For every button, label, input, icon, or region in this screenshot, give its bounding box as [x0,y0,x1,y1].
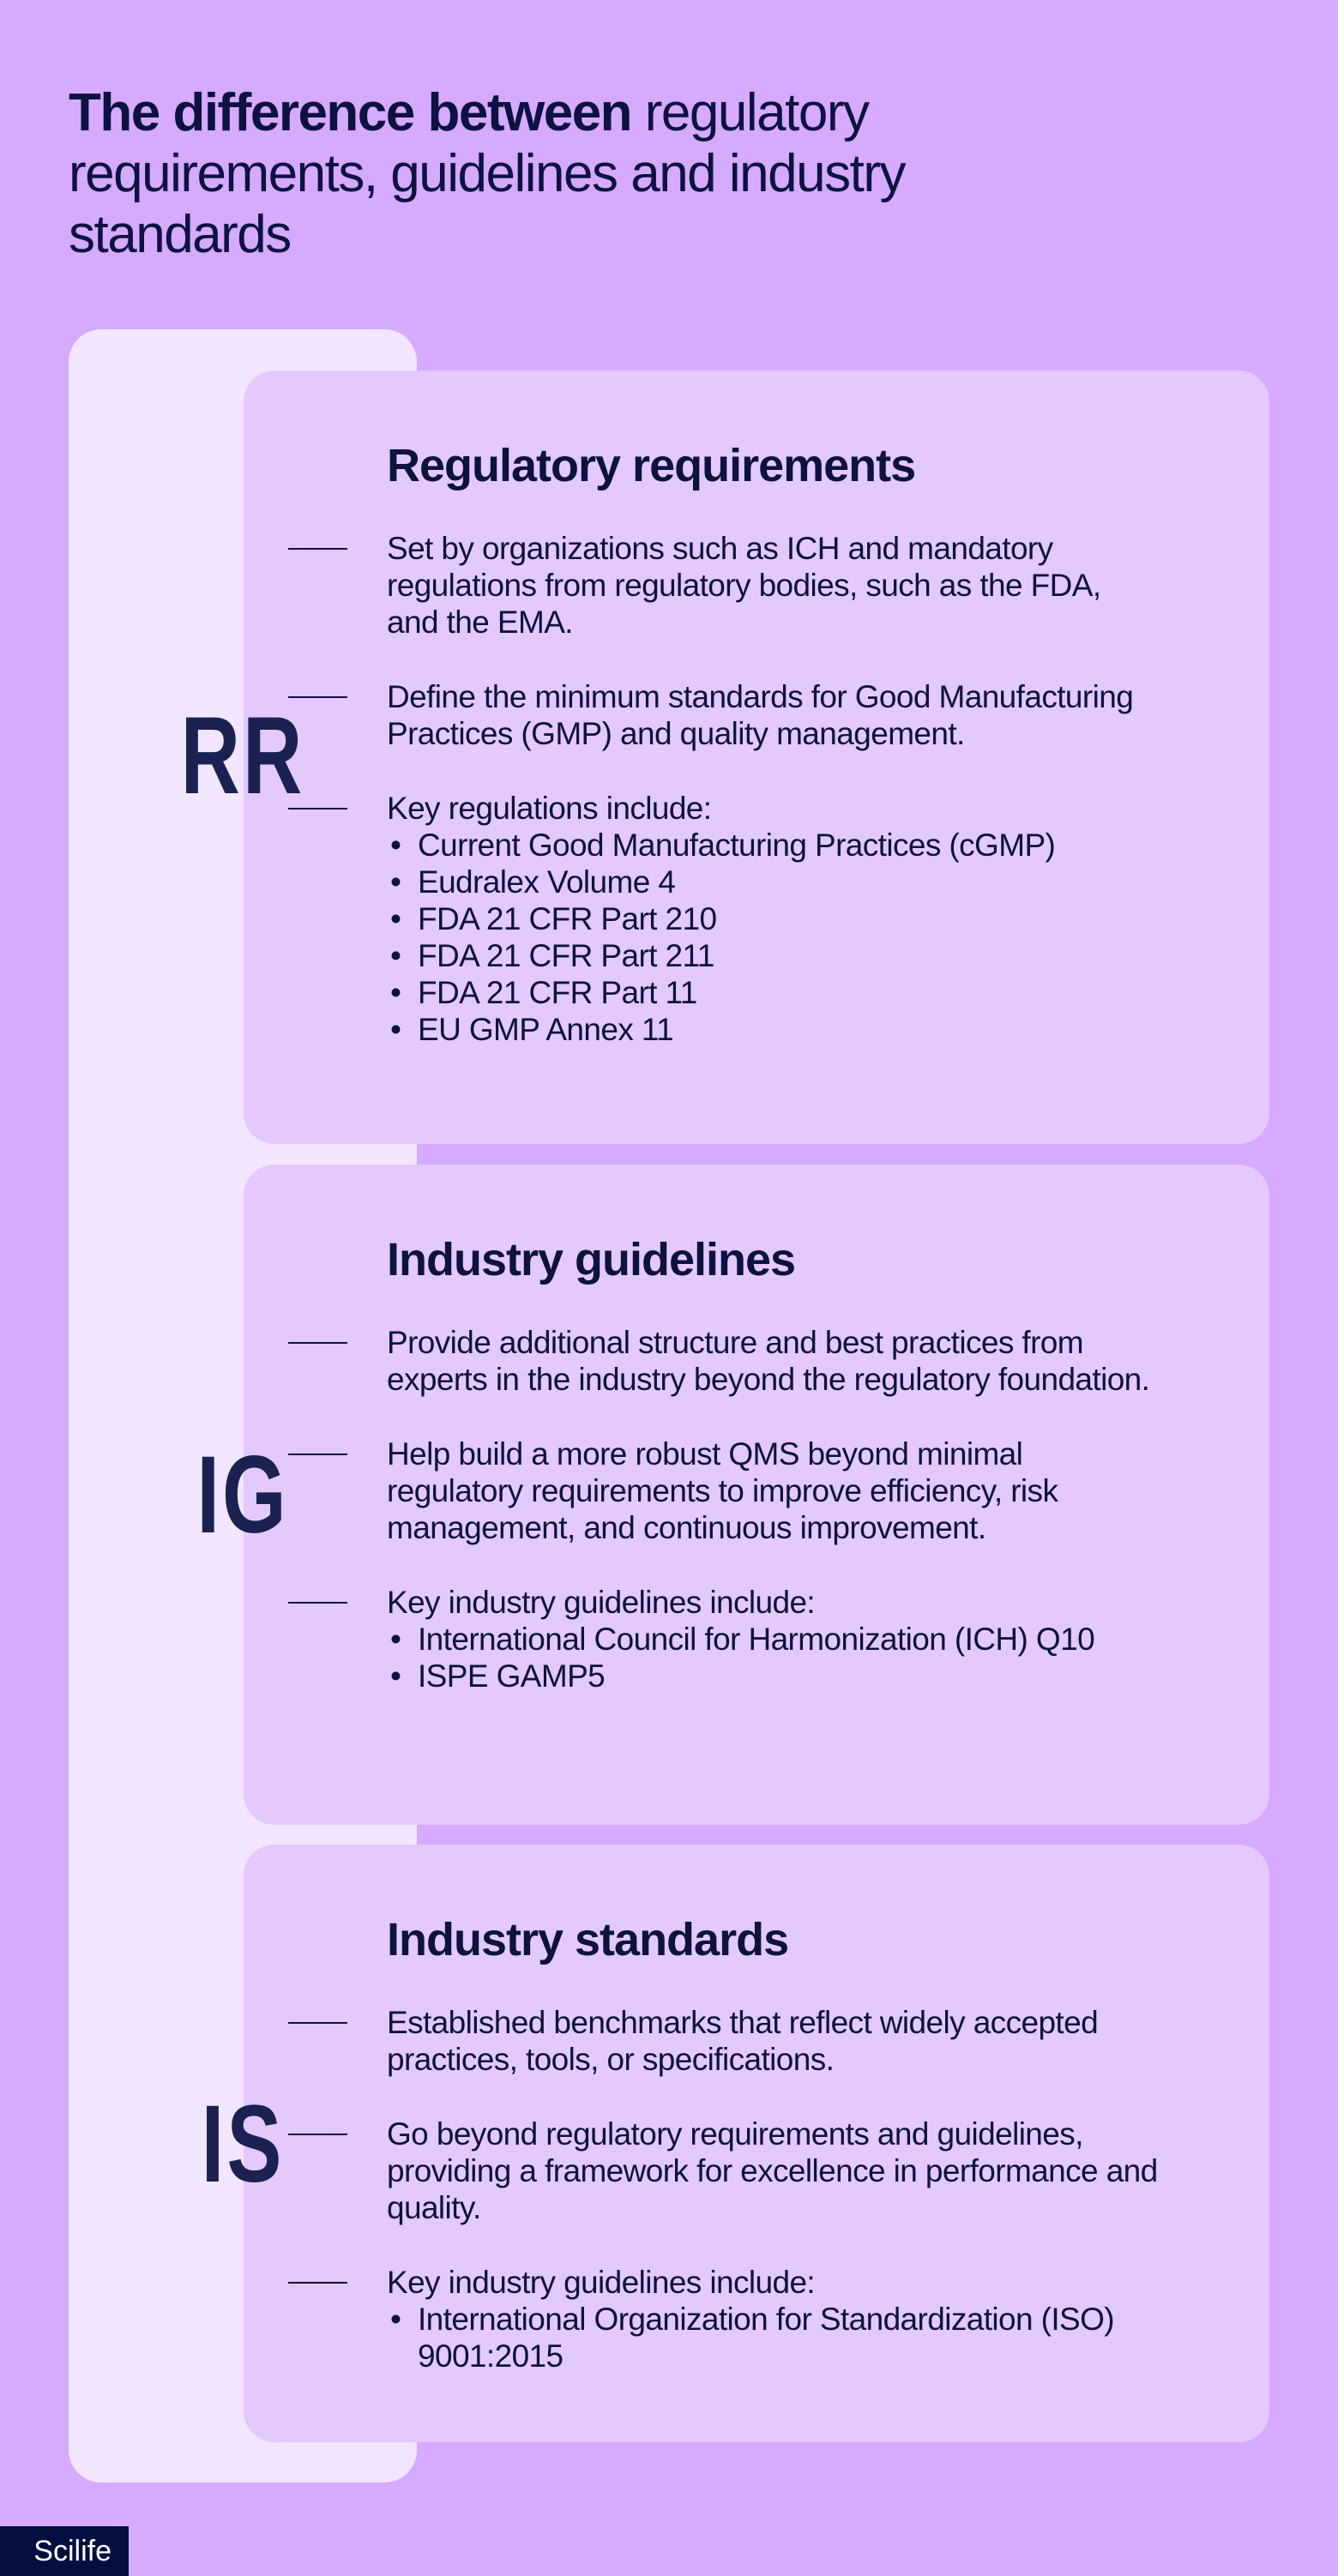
list-item: • EU GMP Annex 11 [387,1011,1159,1048]
section-card-rr: RR Regulatory requirements Set by organiza… [181,370,1269,1144]
section-point: Define the minimum standards for Good Ma… [288,678,1159,752]
title-regular: regulatory requirements, guidelines and … [69,83,906,264]
sub-list: • International Organization for Standard… [387,2301,1159,2374]
section-point: Help build a more robust QMS beyond mini… [288,1435,1159,1546]
list-item-text: EU GMP Annex 11 [418,1012,674,1047]
point-text: Provide additional structure and best pr… [387,1325,1150,1397]
section-abbreviation: IG [196,1434,289,1556]
list-item-text: FDA 21 CFR Part 210 [418,901,717,936]
dash-icon [288,1602,347,1604]
dash-icon [288,2022,347,2024]
section-abbreviation: IS [201,2083,285,2206]
section-point: Set by organizations such as ICH and man… [288,530,1159,641]
dash-icon [288,2282,347,2284]
list-item-text: International Organization for Standardi… [418,2302,1115,2374]
bullet-icon: • [390,864,401,900]
point-text: Go beyond regulatory requirements and gu… [387,2116,1158,2225]
brand-logo: Scilife [0,2526,129,2576]
point-text: Established benchmarks that reflect wide… [387,2005,1099,2077]
list-item: • International Organization for Standard… [387,2301,1159,2374]
section-card-ig: IG Industry guidelines Provide additional … [196,1165,1269,1825]
bullet-icon: • [390,1012,401,1047]
bullet-icon: • [390,975,401,1010]
bullet-icon: • [390,828,401,863]
section-point: Provide additional structure and best pr… [288,1324,1159,1398]
title-bold: The difference between [69,83,633,142]
list-item-text: Eudralex Volume 4 [418,864,676,900]
list-item: • FDA 21 CFR Part 211 [387,937,1159,974]
section-heading: Regulatory requirements [387,440,916,491]
dash-icon [288,548,347,550]
list-item-text: International Council for Harmonization … [418,1622,1095,1657]
point-text: Help build a more robust QMS beyond mini… [387,1436,1058,1545]
page-title: The difference between regulatory requir… [69,82,1098,265]
dash-icon [288,1454,347,1455]
point-text: Key regulations include: [387,791,712,826]
list-item-text: Current Good Manufacturing Practices (cG… [418,828,1056,863]
bullet-icon: • [390,901,401,936]
list-item: • Current Good Manufacturing Practices (c… [387,827,1159,864]
bullet-icon: • [390,1658,401,1694]
bullet-icon: • [390,938,401,973]
point-text: Key industry guidelines include: [387,2265,816,2300]
list-item-text: FDA 21 CFR Part 211 [418,938,714,973]
sub-list: • International Council for Harmonization… [387,1621,1159,1694]
dash-icon [288,696,347,698]
list-item: • International Council for Harmonization… [387,1621,1159,1658]
bullet-icon: • [390,2302,401,2337]
section-heading: Industry standards [387,1914,789,1965]
point-text: Define the minimum standards for Good Ma… [387,679,1134,751]
bullet-icon: • [390,1622,401,1657]
section-card-is: IS Industry standards Established benchmar… [202,1845,1269,2442]
list-item: • FDA 21 CFR Part 210 [387,900,1159,937]
sub-list: • Current Good Manufacturing Practices (c… [387,827,1159,1048]
dash-icon [288,1342,347,1344]
section-point: Key regulations include: • Current Good Ma… [288,790,1159,1048]
list-item: • Eudralex Volume 4 [387,864,1159,900]
list-item: • FDA 21 CFR Part 11 [387,974,1159,1011]
section-point: Established benchmarks that reflect wide… [288,2004,1159,2078]
list-item-text: ISPE GAMP5 [418,1658,606,1694]
section-point: Key industry guidelines include: • Interna… [288,2264,1159,2374]
point-text: Set by organizations such as ICH and man… [387,531,1101,640]
section-point: Key industry guidelines include: • Interna… [288,1584,1159,1694]
list-item: • ISPE GAMP5 [387,1658,1159,1694]
dash-icon [288,2134,347,2135]
point-text: Key industry guidelines include: [387,1585,816,1620]
section-point: Go beyond regulatory requirements and gu… [288,2116,1159,2226]
dash-icon [288,808,347,810]
section-heading: Industry guidelines [387,1234,796,1285]
section-abbreviation: RR [180,695,305,817]
list-item-text: FDA 21 CFR Part 11 [418,975,697,1010]
